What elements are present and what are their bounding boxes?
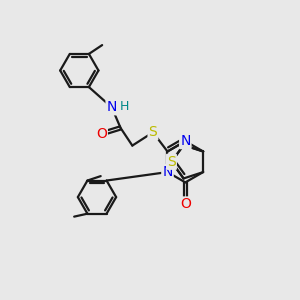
Text: O: O bbox=[96, 127, 107, 141]
Text: N: N bbox=[106, 100, 117, 114]
Text: N: N bbox=[162, 165, 173, 179]
Text: H: H bbox=[119, 100, 129, 113]
Text: N: N bbox=[180, 134, 190, 148]
Text: S: S bbox=[167, 155, 176, 169]
Text: S: S bbox=[148, 125, 157, 139]
Text: O: O bbox=[180, 197, 191, 212]
